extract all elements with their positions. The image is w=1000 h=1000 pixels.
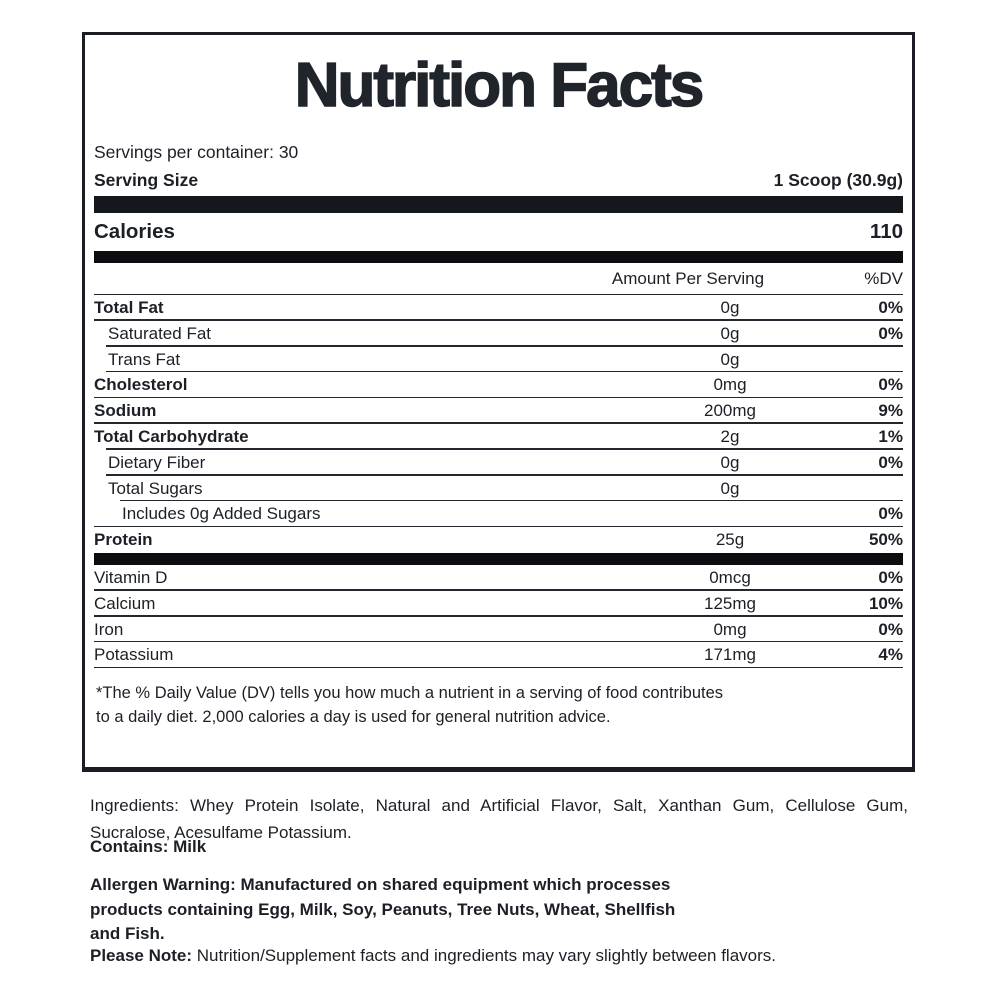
nutrient-name: Total Carbohydrate (94, 426, 249, 446)
nutrition-facts-panel: Nutrition Facts Servings per container: … (82, 32, 915, 772)
serving-size-row: Serving Size 1 Scoop (30.9g) (94, 170, 903, 191)
nutrient-row: Saturated Fat 0g 0% (94, 321, 903, 347)
vitamin-dv: 4% (878, 645, 903, 665)
nutrient-amount: 0g (720, 478, 740, 498)
nutrient-name: Includes 0g Added Sugars (122, 504, 321, 524)
column-header-row: Amount Per Serving %DV (94, 263, 903, 296)
thick-divider-bar (94, 251, 903, 264)
nutrient-dv: 0% (878, 452, 903, 472)
vitamin-dv: 0% (878, 619, 903, 639)
please-note-text: Nutrition/Supplement facts and ingredien… (192, 946, 776, 965)
nutrient-name: Total Fat (94, 297, 164, 317)
nutrient-amount: 0g (720, 349, 740, 369)
vitamin-amount: 171mg (704, 645, 756, 665)
nutrient-row: Trans Fat 0g (94, 347, 903, 373)
vitamin-amount: 0mcg (709, 567, 751, 587)
vitamin-row: Potassium 171mg 4% (94, 642, 903, 669)
calories-label: Calories (94, 220, 175, 244)
nutrient-name: Dietary Fiber (108, 452, 206, 472)
contains-statement: Contains: Milk (90, 837, 207, 856)
nutrient-dv: 50% (868, 530, 903, 550)
ingredients-text: Ingredients: Whey Protein Isolate, Natur… (90, 796, 908, 842)
calories-row: Calories 110 (94, 213, 903, 251)
nutrient-amount: 0mg (713, 375, 747, 395)
nutrient-name: Protein (94, 530, 153, 550)
calories-value: 110 (869, 220, 903, 244)
nutrient-row: Protein 25g 50% (94, 527, 903, 553)
please-note-label: Please Note: (90, 946, 193, 965)
amount-column-header: Amount Per Serving (611, 268, 765, 288)
nutrient-amount: 0g (720, 323, 740, 343)
vitamin-dv: 0% (878, 567, 903, 587)
nutrient-dv: 0% (878, 323, 903, 343)
nutrient-dv: 1% (878, 426, 903, 446)
vitamin-row: Iron 0mg 0% (94, 617, 903, 643)
panel-title: Nutrition Facts (294, 51, 705, 120)
vitamin-row: Calcium 125mg 10% (94, 591, 903, 617)
allergen-warning: Allergen Warning: Manufactured on shared… (90, 875, 676, 943)
vitamin-name: Iron (94, 619, 124, 639)
nutrient-amount: 0g (720, 452, 740, 472)
please-note: Please Note: Nutrition/Supplement facts … (90, 946, 970, 966)
nutrient-name: Saturated Fat (108, 323, 212, 343)
nutrient-row: Cholesterol 0mg 0% (94, 372, 903, 399)
nutrient-dv: 0% (878, 375, 903, 395)
nutrient-dv: 0% (878, 297, 903, 317)
nutrient-name: Trans Fat (108, 349, 181, 369)
vitamin-row: Vitamin D 0mcg 0% (94, 565, 903, 591)
vitamin-name: Potassium (94, 645, 174, 665)
nutrient-amount: 2g (720, 426, 740, 446)
nutrient-row: Dietary Fiber 0g 0% (94, 450, 903, 476)
nutrient-name: Sodium (94, 401, 157, 421)
dv-column-header: %DV (864, 268, 903, 288)
nutrient-row: Total Fat 0g 0% (94, 295, 903, 321)
thick-divider-bar (94, 196, 903, 214)
vitamin-name: Calcium (94, 593, 156, 613)
serving-size-label: Serving Size (94, 170, 199, 191)
daily-value-footnote: *The % Daily Value (DV) tells you how mu… (96, 684, 723, 727)
thick-divider-bar (94, 553, 903, 566)
nutrient-row: Sodium 200mg 9% (94, 398, 903, 424)
nutrient-row: Total Sugars 0g (94, 476, 903, 502)
vitamin-dv: 10% (868, 593, 903, 613)
nutrient-row: Includes 0g Added Sugars 0% (94, 501, 903, 528)
nutrient-row: Total Carbohydrate 2g 1% (94, 424, 903, 450)
nutrient-amount: 200mg (704, 401, 756, 421)
nutrient-name: Cholesterol (94, 375, 188, 395)
vitamin-amount: 125mg (704, 593, 756, 613)
nutrient-name: Total Sugars (108, 478, 203, 498)
nutrient-amount: 0g (720, 297, 740, 317)
vitamin-name: Vitamin D (94, 567, 168, 587)
servings-per-container: Servings per container: 30 (94, 142, 299, 163)
nutrient-dv: 9% (878, 401, 903, 421)
nutrient-dv: 0% (878, 504, 903, 524)
vitamin-amount: 0mg (713, 619, 747, 639)
nutrient-amount: 25g (715, 530, 745, 550)
serving-size-value: 1 Scoop (30.9g) (773, 170, 903, 191)
